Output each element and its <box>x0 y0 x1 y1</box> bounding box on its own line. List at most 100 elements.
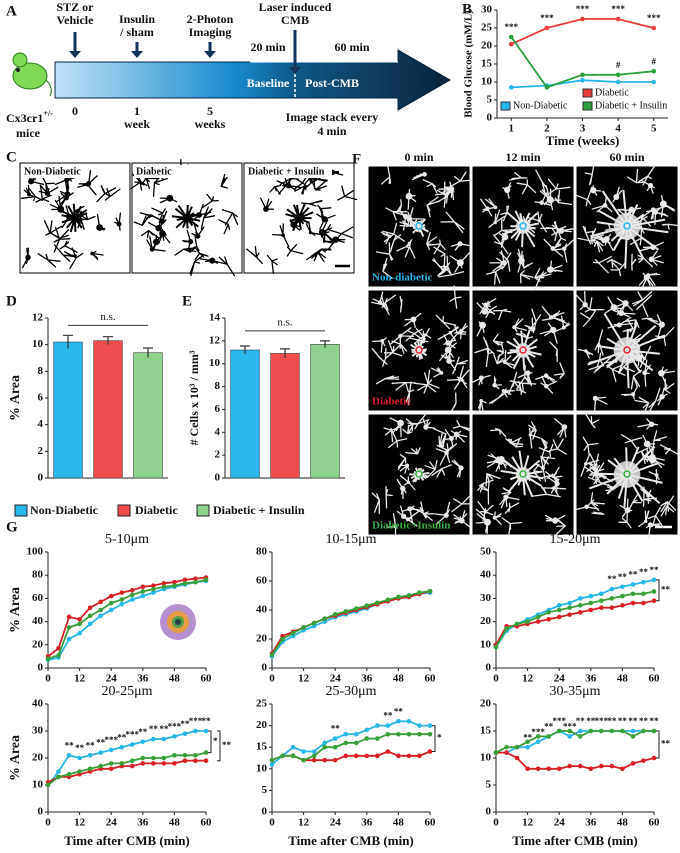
micrograph-texture <box>423 369 440 394</box>
data-point <box>332 612 338 617</box>
data-point <box>311 753 317 759</box>
micrograph-texture <box>444 346 452 354</box>
micrograph-texture <box>316 207 336 230</box>
error-bar <box>63 334 73 349</box>
micrograph-texture <box>475 508 489 526</box>
data-point <box>98 599 103 605</box>
micrograph-texture <box>371 348 388 365</box>
data-point <box>332 757 338 763</box>
micrograph-texture <box>451 459 462 478</box>
micrograph-texture <box>584 504 589 510</box>
data-point <box>87 613 93 619</box>
micrograph-texture <box>437 189 452 204</box>
data-point <box>322 616 327 621</box>
micrograph-texture <box>407 412 430 430</box>
micrograph-texture <box>630 369 643 390</box>
micrograph-texture <box>328 226 354 243</box>
data-point <box>630 591 636 597</box>
micrograph-texture <box>397 454 407 471</box>
micrograph-texture <box>654 473 659 478</box>
series-line <box>47 580 207 661</box>
data-point <box>280 753 285 759</box>
series-line <box>271 750 431 762</box>
data-point <box>119 761 125 766</box>
significance-label: ** <box>75 743 85 753</box>
error-bar <box>240 345 250 354</box>
data-point <box>580 16 585 22</box>
significance-label: *** <box>531 727 545 737</box>
micrograph-texture <box>592 395 599 401</box>
micrograph-texture <box>306 251 327 263</box>
y-tick-label: 2 <box>38 445 44 457</box>
micrograph-texture <box>433 428 447 448</box>
micrograph-texture <box>187 235 200 253</box>
data-point <box>546 610 551 615</box>
data-point <box>651 589 657 594</box>
data-point <box>151 736 156 742</box>
data-point <box>504 750 509 755</box>
micrograph-texture <box>650 250 664 266</box>
significance-label: ** <box>639 716 649 726</box>
significance-label: ** <box>383 711 393 721</box>
micrograph-texture <box>492 515 497 520</box>
event-arrowhead <box>131 51 143 58</box>
data-point <box>108 600 114 606</box>
y-tick-label: 10 <box>480 638 492 650</box>
data-point <box>119 597 125 602</box>
micrograph-texture <box>513 318 527 333</box>
data-point <box>203 577 209 583</box>
event-arrowhead <box>204 51 216 58</box>
micrograph-texture <box>220 173 228 189</box>
micrograph-texture <box>452 356 468 375</box>
micrograph-texture <box>605 483 622 492</box>
micrograph-texture <box>648 387 661 414</box>
data-point <box>385 597 391 603</box>
significance-label: ** <box>586 716 596 726</box>
micrograph-texture <box>590 228 604 245</box>
micrograph-texture <box>43 220 63 236</box>
micrograph-texture <box>509 380 537 391</box>
y-tick-label: 15 <box>256 741 268 753</box>
y-tick-label: 20 <box>480 615 492 627</box>
micrograph-texture <box>371 492 380 515</box>
data-point <box>108 607 114 613</box>
micrograph-texture <box>562 246 567 251</box>
data-point <box>151 586 156 592</box>
x-tick-label: 60 <box>201 673 213 685</box>
data-point <box>651 577 657 583</box>
mouse-strain: Cx3cr1 <box>6 111 43 125</box>
micrograph-texture <box>541 306 565 318</box>
micrograph-texture <box>515 467 531 482</box>
row-label: Non-diabetic <box>372 272 433 284</box>
micrograph-texture <box>25 254 31 261</box>
y-tick-label: 10 <box>209 357 221 369</box>
micrograph-texture <box>634 396 650 417</box>
micrograph-texture <box>454 323 467 340</box>
significance-label: *** <box>540 13 554 23</box>
micrograph-texture <box>626 168 644 184</box>
image-label: Non-Diabetic <box>24 166 81 177</box>
micrograph-texture <box>400 513 407 520</box>
micrograph-texture <box>404 240 416 259</box>
micrograph-texture <box>617 208 631 216</box>
data-point <box>193 579 198 585</box>
significance-label: ** <box>180 719 190 729</box>
legend-label: Diabetic + Insulin <box>595 100 667 111</box>
micrograph-texture <box>266 254 278 274</box>
data-point <box>140 589 146 594</box>
data-point <box>577 610 583 615</box>
data-point <box>343 609 349 614</box>
micrograph-texture <box>603 235 610 242</box>
micrograph-texture <box>448 436 454 441</box>
micrograph-texture <box>332 236 339 243</box>
legend-label: Diabetic <box>135 503 178 517</box>
data-point <box>556 607 562 613</box>
data-point <box>620 584 625 590</box>
y-tick-label: 0 <box>487 112 493 124</box>
micrograph-texture <box>660 194 675 218</box>
data-point <box>615 16 621 22</box>
y-tick-label: 0 <box>38 472 44 484</box>
micrograph-texture <box>547 196 554 204</box>
x-tick-label: 36 <box>585 673 597 685</box>
micrograph-texture <box>637 254 654 268</box>
